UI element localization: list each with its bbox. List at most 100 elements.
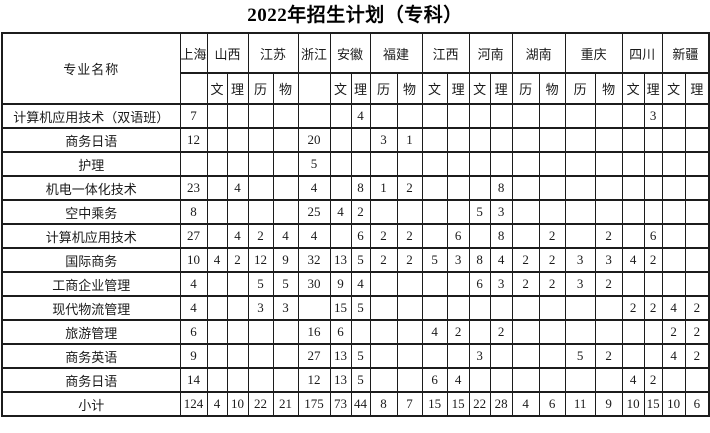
value-cell <box>206 271 228 297</box>
value-cell <box>538 103 566 129</box>
value-cell <box>226 343 249 369</box>
major-name-cell: 国际商务 <box>1 247 181 273</box>
value-cell: 44 <box>350 391 371 417</box>
value-cell: 4 <box>179 295 208 321</box>
value-cell: 7 <box>179 103 208 129</box>
value-cell <box>564 127 596 153</box>
value-cell <box>468 295 491 321</box>
value-cell <box>272 199 299 225</box>
value-cell <box>446 151 470 177</box>
value-cell <box>511 199 540 225</box>
value-cell <box>661 199 686 225</box>
value-cell <box>369 103 398 129</box>
province-header: 河南 <box>468 32 513 74</box>
table-row: 旅游管理 6 16 6 4 2 2 2 2 <box>1 319 710 345</box>
total-label-cell: 小计 <box>1 391 181 417</box>
value-cell <box>489 127 513 153</box>
value-cell <box>226 199 249 225</box>
value-cell <box>538 175 566 201</box>
value-cell: 4 <box>350 271 371 297</box>
value-cell <box>396 295 423 321</box>
value-cell <box>226 295 249 321</box>
value-cell <box>350 151 371 177</box>
value-cell <box>226 271 249 297</box>
value-cell <box>350 319 371 345</box>
value-cell: 5 <box>297 151 331 177</box>
value-cell: 2 <box>226 247 249 273</box>
value-cell: 4 <box>350 103 371 129</box>
major-name-cell: 商务日语 <box>1 367 181 393</box>
value-cell <box>446 103 470 129</box>
value-cell: 7 <box>396 391 423 417</box>
value-cell <box>396 343 423 369</box>
value-cell <box>468 151 491 177</box>
value-cell: 2 <box>594 271 623 297</box>
value-cell: 3 <box>369 127 398 153</box>
value-cell: 9 <box>329 271 352 297</box>
table-row: 计算机应用技术（双语班） 7 4 3 <box>1 103 710 129</box>
province-header: 浙江 <box>297 32 331 74</box>
value-cell <box>511 127 540 153</box>
major-name-cell: 计算机应用技术（双语班） <box>1 103 181 129</box>
value-cell <box>206 103 228 129</box>
value-cell: 8 <box>468 247 491 273</box>
value-cell: 15 <box>446 391 470 417</box>
value-cell <box>564 295 596 321</box>
value-cell <box>446 199 470 225</box>
value-cell <box>621 223 645 249</box>
value-cell <box>421 295 448 321</box>
value-cell <box>369 367 398 393</box>
value-cell <box>206 295 228 321</box>
value-cell: 6 <box>446 223 470 249</box>
value-cell: 3 <box>489 271 513 297</box>
value-cell <box>564 367 596 393</box>
value-cell: 2 <box>661 319 686 345</box>
value-cell: 8 <box>489 223 513 249</box>
subject-header: 历 <box>511 72 540 105</box>
value-cell <box>226 151 249 177</box>
value-cell: 10 <box>661 391 686 417</box>
value-cell: 22 <box>468 391 491 417</box>
value-cell <box>421 223 448 249</box>
value-cell: 3 <box>564 247 596 273</box>
value-cell: 25 <box>297 199 331 225</box>
value-cell <box>421 271 448 297</box>
value-cell <box>226 367 249 393</box>
value-cell: 73 <box>329 391 352 417</box>
page-title: 2022年招生计划（专科） <box>247 5 463 26</box>
value-cell: 2 <box>396 223 423 249</box>
value-cell: 2 <box>684 319 710 345</box>
value-cell <box>329 175 352 201</box>
value-cell <box>468 175 491 201</box>
value-cell <box>661 247 686 273</box>
value-cell <box>538 319 566 345</box>
value-cell: 3 <box>247 295 274 321</box>
value-cell <box>643 319 663 345</box>
province-header: 福建 <box>369 32 423 74</box>
value-cell <box>206 223 228 249</box>
value-cell <box>621 343 645 369</box>
value-cell <box>643 151 663 177</box>
province-header-row: 专业名称 上海 山西 江苏 浙江 安徽 福建 江西 河南 湖南 重庆 四川 新疆 <box>1 32 710 105</box>
major-name-cell: 空中乘务 <box>1 199 181 225</box>
major-name-cell: 计算机应用技术 <box>1 223 181 249</box>
province-header: 上海 <box>179 32 208 74</box>
value-cell <box>179 151 208 177</box>
value-cell: 22 <box>247 391 274 417</box>
value-cell: 6 <box>643 223 663 249</box>
value-cell: 3 <box>564 271 596 297</box>
value-cell: 15 <box>421 391 448 417</box>
value-cell <box>511 319 540 345</box>
value-cell: 4 <box>661 343 686 369</box>
value-cell <box>468 127 491 153</box>
value-cell: 1 <box>369 175 398 201</box>
value-cell <box>421 199 448 225</box>
value-cell: 4 <box>206 391 228 417</box>
value-cell: 27 <box>297 343 331 369</box>
value-cell: 13 <box>329 343 352 369</box>
value-cell <box>421 127 448 153</box>
value-cell: 2 <box>643 295 663 321</box>
value-cell <box>661 175 686 201</box>
value-cell <box>446 175 470 201</box>
value-cell <box>396 367 423 393</box>
